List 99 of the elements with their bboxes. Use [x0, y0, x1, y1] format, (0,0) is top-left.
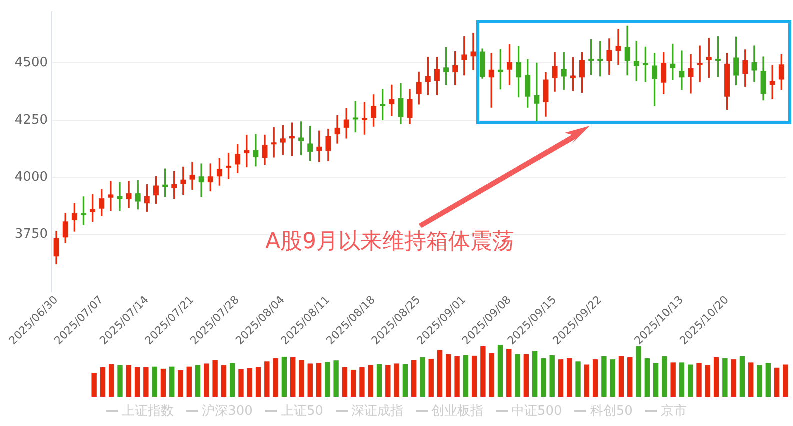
candlestick: [688, 54, 694, 94]
bar: [170, 366, 175, 397]
bar: [550, 355, 555, 397]
candlestick: [126, 181, 132, 208]
bar: [480, 346, 486, 397]
bar: [428, 359, 434, 397]
bar: [282, 356, 288, 397]
bar: [610, 360, 616, 397]
bar: [670, 362, 676, 397]
bar: [489, 353, 494, 397]
candlestick: [180, 166, 186, 196]
bar: [446, 354, 452, 397]
bar: [238, 369, 244, 397]
bar: [636, 346, 642, 397]
bar: [290, 357, 296, 397]
bar: [144, 367, 149, 397]
bar: [602, 356, 607, 397]
bar: [628, 357, 633, 397]
bar: [644, 358, 650, 397]
bar: [696, 363, 702, 397]
bar: [334, 360, 339, 397]
candlestick: [752, 46, 758, 82]
bar: [92, 373, 97, 397]
bar: [766, 363, 771, 397]
bar: [394, 364, 400, 397]
candlestick: [534, 62, 540, 124]
bar: [722, 358, 728, 397]
bar: [576, 362, 581, 397]
bar: [584, 364, 590, 397]
y-tick-label: 4250: [14, 112, 48, 128]
y-tick-label: 4000: [14, 170, 48, 185]
bar: [204, 364, 210, 397]
bar: [316, 363, 322, 397]
bar: [368, 365, 374, 397]
bar: [679, 362, 685, 397]
bar: [740, 356, 746, 397]
candlestick: [697, 46, 703, 82]
bar: [783, 364, 788, 397]
candlestick: [198, 164, 204, 198]
candlestick: [334, 115, 340, 144]
bar: [558, 360, 564, 397]
bar: [714, 357, 720, 397]
bar: [195, 365, 201, 397]
bar: [376, 364, 382, 397]
bar: [662, 356, 668, 397]
bar: [264, 362, 270, 397]
annotation: A股9月以来维持箱体震荡: [265, 230, 515, 255]
bar: [342, 367, 348, 397]
bar: [757, 365, 762, 397]
bar: [748, 362, 754, 397]
bar: [160, 368, 166, 397]
bar: [498, 345, 504, 397]
bar: [592, 360, 598, 397]
bar: [247, 368, 252, 397]
bar: [688, 364, 694, 397]
bar: [524, 354, 530, 397]
bar: [221, 365, 227, 397]
candlestick: [679, 50, 685, 90]
bar: [402, 364, 408, 397]
bar: [774, 368, 780, 397]
bar: [118, 365, 123, 397]
y-tick-label: 3750: [14, 227, 48, 242]
bar: [152, 366, 158, 397]
bar: [126, 365, 132, 397]
bar: [532, 351, 538, 397]
bar: [360, 367, 365, 397]
bar: [567, 358, 572, 397]
candlestick: [190, 162, 196, 190]
bar: [273, 358, 278, 397]
bar: [178, 370, 184, 397]
bar: [350, 370, 356, 397]
bar: [454, 356, 460, 397]
bar: [411, 360, 417, 397]
bar: [463, 355, 469, 397]
bar: [705, 365, 710, 397]
bar: [299, 360, 304, 397]
candlestick: [271, 127, 277, 158]
bar: [731, 360, 736, 397]
bar: [134, 367, 140, 397]
bar: [100, 367, 106, 397]
bar: [212, 360, 218, 397]
bar: [308, 364, 313, 397]
bar: [230, 363, 236, 397]
candlestick: [616, 29, 622, 66]
bar: [386, 365, 391, 397]
candlestick: [253, 134, 259, 167]
bar: [109, 364, 114, 397]
bar: [186, 366, 192, 397]
bar: [420, 357, 426, 397]
bar: [437, 350, 443, 397]
bar: [472, 356, 478, 397]
bar: [541, 358, 546, 397]
bar: [618, 356, 624, 397]
bar: [506, 349, 512, 397]
bar: [325, 362, 330, 397]
bar: [515, 354, 520, 397]
y-tick-label: 4500: [14, 56, 48, 71]
bar: [653, 363, 659, 397]
bar: [256, 367, 262, 397]
